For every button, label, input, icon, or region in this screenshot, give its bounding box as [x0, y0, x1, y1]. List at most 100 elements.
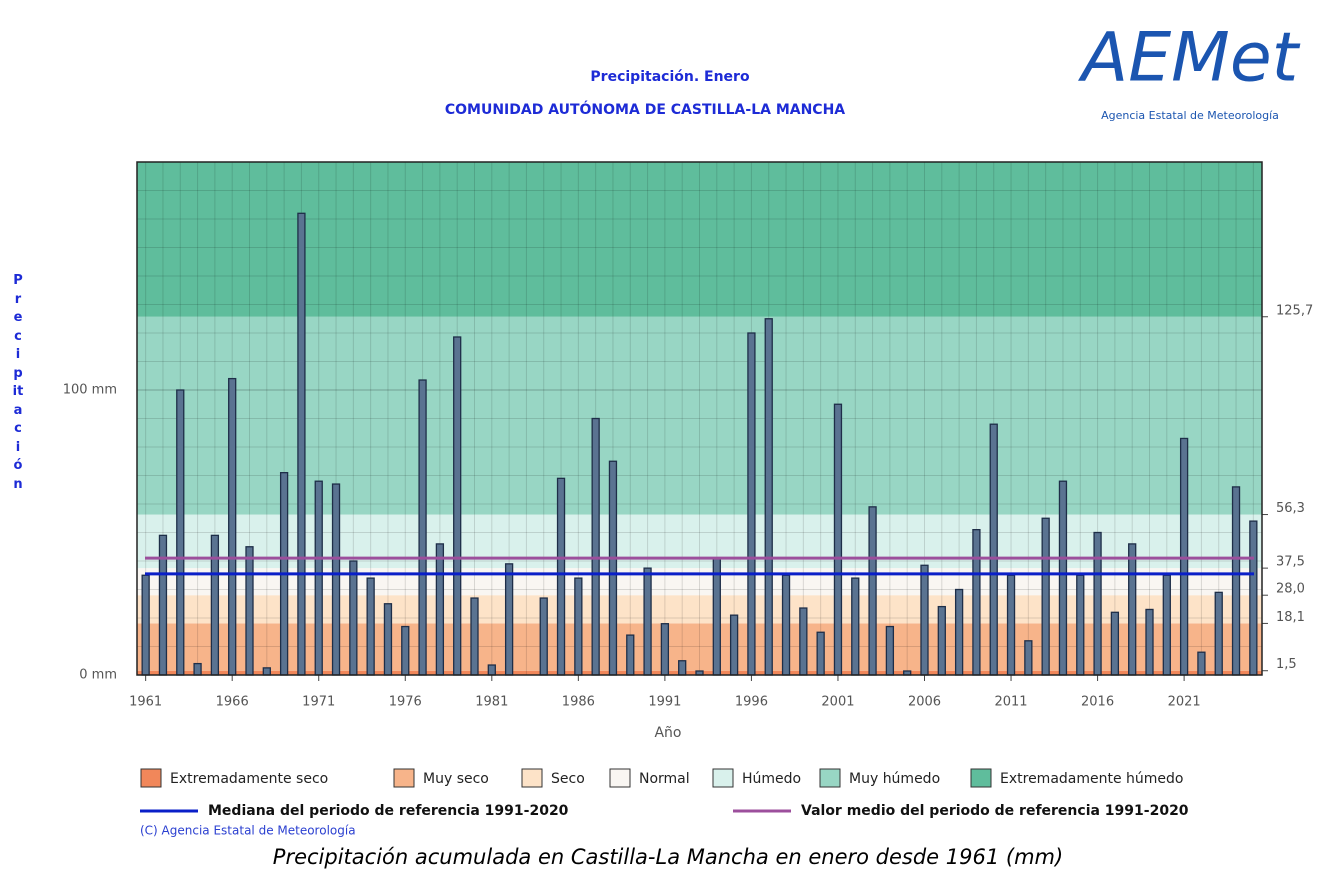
- legend-label: Normal: [639, 771, 690, 787]
- bar: [245, 546, 254, 676]
- x-tick-label: 1981: [475, 695, 508, 710]
- bar: [1058, 480, 1068, 676]
- bar: [1197, 651, 1206, 676]
- bar: [608, 460, 618, 676]
- x-tick-label: 2011: [994, 695, 1027, 710]
- band: [137, 623, 1262, 671]
- copyright: (C) Agencia Estatal de Meteorología: [140, 824, 356, 838]
- x-tick-label: 2016: [1081, 695, 1114, 710]
- bar: [435, 543, 445, 676]
- bar: [418, 379, 427, 676]
- x-tick-label: 1991: [648, 695, 681, 710]
- y-axis-label: Precipitación: [12, 273, 24, 492]
- x-tick-label: 1961: [129, 695, 162, 710]
- logo: AEMet: [1078, 19, 1301, 98]
- bar: [833, 403, 843, 676]
- bar: [556, 477, 566, 676]
- legend-swatch: [140, 768, 162, 788]
- bar: [1110, 611, 1120, 676]
- bar: [297, 212, 306, 676]
- bar: [331, 483, 341, 676]
- y2-tick-label: 18,1: [1276, 610, 1305, 625]
- chart-title: Precipitación. Enero: [590, 69, 750, 85]
- x-tick-label: 2006: [908, 695, 941, 710]
- y2-tick-label: 37,5: [1276, 555, 1305, 570]
- bar: [660, 623, 670, 676]
- plot-frame: [136, 161, 1263, 676]
- bar: [470, 597, 479, 676]
- bar: [383, 603, 393, 676]
- x-axis-label: Año: [654, 725, 681, 741]
- bar: [1006, 574, 1016, 676]
- x-tick-label: 2001: [821, 695, 854, 710]
- bar: [816, 631, 825, 676]
- y-tick-label: 100 mm: [63, 383, 117, 398]
- bar: [1145, 608, 1154, 676]
- bar: [504, 563, 514, 676]
- bar: [141, 574, 150, 676]
- bar: [1076, 574, 1085, 676]
- bar: [262, 667, 271, 676]
- bar: [487, 664, 496, 676]
- bar: [972, 529, 981, 676]
- logo-caption: Agencia Estatal de Meteorología: [1101, 109, 1279, 122]
- bar: [764, 318, 773, 676]
- legend-label: Mediana del periodo de referencia 1991-2…: [208, 803, 569, 819]
- legend-label: Seco: [551, 771, 585, 787]
- bar: [712, 557, 721, 676]
- bar: [747, 332, 756, 676]
- bar: [210, 534, 220, 676]
- bar: [1214, 591, 1223, 676]
- bar: [885, 625, 895, 676]
- bar: [158, 534, 168, 676]
- bar: [1162, 574, 1171, 676]
- bar: [1231, 486, 1241, 676]
- x-tick-label: 2021: [1168, 695, 1201, 710]
- bar: [574, 577, 583, 676]
- bar: [678, 660, 687, 676]
- y2-tick-label: 56,3: [1276, 501, 1305, 516]
- legend-label: Extremadamente húmedo: [1000, 771, 1184, 787]
- band: [137, 316, 1262, 515]
- bar: [868, 506, 877, 676]
- bar: [937, 605, 946, 676]
- legend-label: Muy húmedo: [849, 771, 940, 787]
- x-tick-label: 1976: [389, 695, 422, 710]
- legend-swatch: [609, 768, 631, 788]
- bar: [1128, 543, 1137, 676]
- bar: [193, 662, 202, 676]
- legend-label: Muy seco: [423, 771, 489, 787]
- y2-tick-label: 28,0: [1276, 582, 1305, 597]
- x-tick-label: 1966: [216, 695, 249, 710]
- bar: [781, 574, 791, 676]
- bar: [401, 625, 410, 676]
- bar: [920, 564, 929, 676]
- legend-swatch: [819, 768, 841, 788]
- legend-swatch: [393, 768, 415, 788]
- y2-tick-label: 125,7: [1276, 303, 1313, 318]
- legend-swatch: [712, 768, 734, 788]
- bar: [626, 634, 635, 676]
- caption: Precipitación acumulada en Castilla-La M…: [273, 845, 1063, 869]
- bar: [176, 389, 185, 676]
- bar: [314, 480, 323, 676]
- bar: [1249, 520, 1258, 676]
- x-tick-label: 1996: [735, 695, 768, 710]
- bar: [799, 607, 808, 676]
- y2-tick-label: 1,5: [1276, 657, 1297, 672]
- legend-label: Valor medio del periodo de referencia 19…: [801, 803, 1189, 819]
- bar: [349, 560, 358, 676]
- band: [137, 595, 1262, 624]
- legend-swatch: [521, 768, 543, 788]
- legend-label: Húmedo: [742, 771, 801, 787]
- bar: [643, 567, 652, 676]
- legend-label: Extremadamente seco: [170, 771, 328, 787]
- bar: [228, 377, 237, 676]
- bar: [989, 423, 998, 676]
- bar: [729, 614, 739, 676]
- bar: [851, 577, 860, 676]
- bar: [453, 336, 462, 676]
- chart-subtitle: COMUNIDAD AUTÓNOMA DE CASTILLA-LA MANCHA: [445, 100, 845, 118]
